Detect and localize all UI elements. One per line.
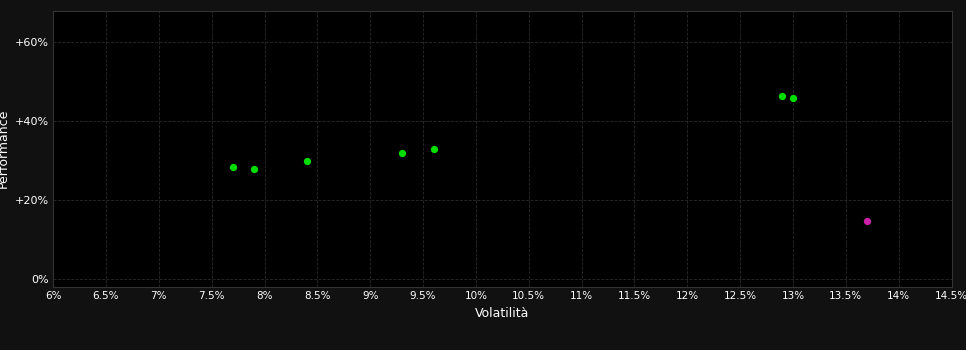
X-axis label: Volatilità: Volatilità xyxy=(475,307,529,320)
Point xyxy=(394,150,410,155)
Point xyxy=(246,167,262,172)
Point xyxy=(299,158,315,163)
Point xyxy=(785,96,801,101)
Point xyxy=(859,218,874,223)
Point xyxy=(775,93,790,99)
Point xyxy=(426,146,441,152)
Y-axis label: Performance: Performance xyxy=(0,109,10,188)
Point xyxy=(225,164,241,169)
